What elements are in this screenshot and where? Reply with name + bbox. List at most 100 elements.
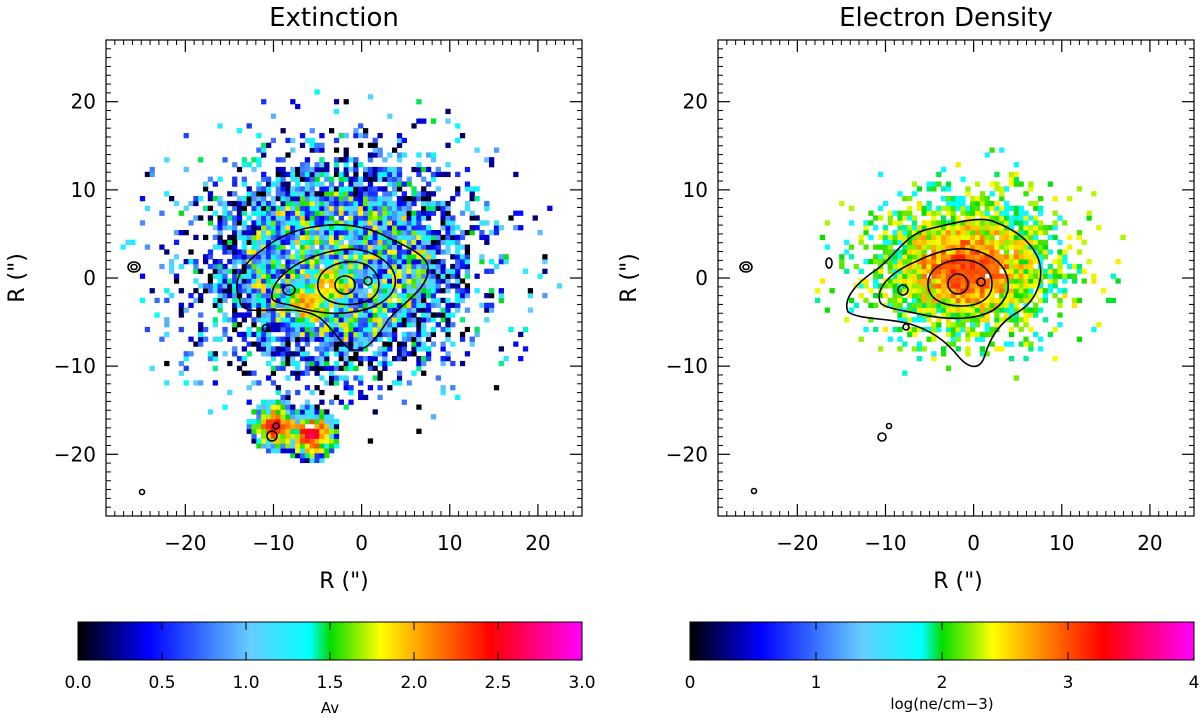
map-pixel — [897, 312, 903, 318]
map-pixel — [873, 302, 879, 308]
map-pixel — [270, 414, 277, 420]
map-pixel — [212, 322, 218, 328]
map-pixel — [333, 360, 340, 367]
map-pixel — [873, 225, 879, 231]
map-pixel — [266, 346, 272, 352]
map-pixel — [450, 302, 456, 308]
map-pixel — [1038, 259, 1044, 265]
map-pixel — [304, 457, 311, 464]
map-pixel — [304, 157, 311, 163]
map-pixel — [343, 404, 349, 410]
map-pixel — [421, 259, 427, 265]
map-pixel — [222, 297, 228, 304]
map-pixel — [941, 196, 947, 202]
map-pixel — [203, 254, 209, 260]
map-pixel — [266, 283, 272, 289]
map-pixel — [999, 147, 1005, 153]
map-pixel — [931, 307, 937, 313]
map-pixel — [387, 215, 393, 221]
map-pixel — [426, 273, 432, 279]
map-pixel — [343, 351, 349, 357]
map-pixel — [945, 181, 952, 187]
map-pixel — [858, 283, 864, 289]
map-pixel — [343, 365, 349, 371]
map-pixel — [926, 307, 932, 313]
map-pixel — [421, 268, 427, 274]
map-pixel — [382, 171, 388, 178]
map-pixel — [285, 137, 291, 144]
map-pixel — [261, 254, 267, 260]
map-pixel — [382, 263, 388, 270]
map-pixel — [304, 293, 311, 299]
map-pixel — [902, 341, 908, 347]
map-pixel — [270, 356, 277, 362]
map-pixel — [227, 234, 233, 241]
map-pixel — [358, 234, 364, 241]
map-pixel — [950, 239, 956, 245]
map-pixel — [348, 230, 354, 236]
map-pixel — [241, 356, 247, 362]
map-pixel — [392, 263, 398, 270]
map-pixel — [396, 356, 403, 362]
map-pixel — [333, 419, 340, 425]
map-pixel — [1057, 259, 1063, 265]
map-pixel — [926, 239, 932, 245]
map-pixel — [329, 210, 335, 216]
map-pixel — [275, 336, 281, 342]
map-pixel — [1013, 312, 1019, 318]
map-pixel — [970, 225, 976, 231]
map-pixel — [324, 428, 330, 434]
map-pixel — [421, 244, 427, 250]
map-pixel — [911, 288, 918, 294]
y-tick-label: 0 — [83, 266, 96, 290]
map-pixel — [251, 268, 257, 274]
map-pixel — [319, 389, 325, 396]
map-pixel — [999, 239, 1005, 245]
map-pixel — [1091, 191, 1097, 197]
map-pixel — [358, 394, 364, 401]
map-pixel — [931, 273, 937, 279]
map-pixel — [975, 307, 981, 313]
map-pixel — [329, 205, 335, 211]
map-pixel — [999, 186, 1005, 192]
map-pixel — [372, 191, 378, 197]
map-pixel — [455, 278, 461, 284]
map-pixel — [382, 230, 388, 236]
map-pixel — [338, 336, 344, 342]
map-pixel — [333, 283, 340, 289]
map-pixel — [377, 263, 383, 270]
map-pixel — [916, 263, 923, 270]
map-pixel — [411, 341, 417, 347]
map-pixel — [401, 239, 407, 245]
map-pixel — [897, 336, 903, 342]
map-pixel — [275, 297, 281, 304]
map-pixel — [236, 210, 243, 216]
map-pixel — [338, 215, 344, 221]
map-pixel — [285, 375, 291, 381]
map-pixel — [377, 133, 383, 139]
map-pixel — [921, 302, 927, 308]
map-pixel — [319, 365, 325, 371]
map-pixel — [873, 215, 879, 221]
map-pixel — [241, 196, 247, 202]
map-pixel — [416, 307, 422, 313]
map-pixel — [445, 283, 451, 289]
map-pixel — [324, 356, 330, 362]
map-pixel — [280, 181, 286, 187]
map-pixel — [314, 307, 320, 313]
map-pixel — [348, 186, 354, 192]
map-pixel — [878, 346, 884, 352]
map-pixel — [868, 210, 874, 216]
map-pixel — [440, 205, 446, 211]
map-pixel — [1038, 249, 1044, 255]
map-pixel — [270, 268, 277, 274]
map-pixel — [902, 234, 908, 241]
map-pixel — [999, 196, 1005, 202]
map-pixel — [435, 288, 441, 294]
map-pixel — [348, 293, 354, 299]
map-pixel — [936, 283, 942, 289]
map-pixel — [319, 215, 325, 221]
map-pixel — [897, 215, 903, 221]
map-pixel — [416, 210, 422, 216]
map-pixel — [396, 210, 403, 216]
